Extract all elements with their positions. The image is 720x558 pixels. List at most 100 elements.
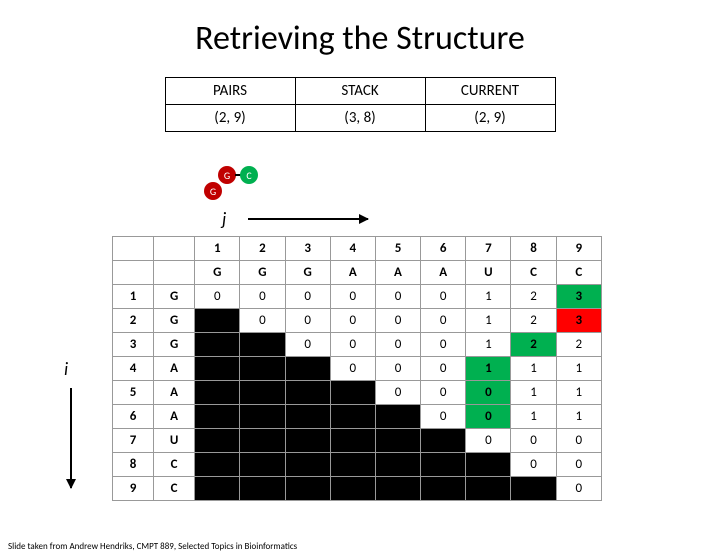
cell-4-2 (285, 381, 330, 405)
cell-1-6: 1 (466, 309, 511, 333)
corner (113, 261, 154, 285)
row-num-3: 4 (113, 357, 154, 381)
col-num-1: 2 (240, 237, 285, 261)
cell-3-1 (240, 357, 285, 381)
cell-5-0 (195, 405, 240, 429)
cell-5-2 (285, 405, 330, 429)
cell-5-1 (240, 405, 285, 429)
col-num-3: 4 (330, 237, 375, 261)
cell-7-3 (330, 453, 375, 477)
col-num-4: 5 (375, 237, 420, 261)
cell-1-3: 0 (330, 309, 375, 333)
cell-6-2 (285, 429, 330, 453)
cell-2-3: 0 (330, 333, 375, 357)
cell-3-4: 0 (375, 357, 420, 381)
col-num-6: 7 (466, 237, 511, 261)
cell-1-5: 0 (421, 309, 466, 333)
cell-0-4: 0 (375, 285, 420, 309)
row-num-6: 7 (113, 429, 154, 453)
cell-3-6: 1 (466, 357, 511, 381)
cell-0-5: 0 (421, 285, 466, 309)
cell-2-8: 2 (556, 333, 601, 357)
cell-6-7: 0 (511, 429, 556, 453)
row-let-3: A (154, 357, 195, 381)
col-let-5: A (421, 261, 466, 285)
cell-1-4: 0 (375, 309, 420, 333)
axis-i-label: i (64, 358, 68, 380)
row-let-0: G (154, 285, 195, 309)
slide-title: Retrieving the Structure (0, 18, 720, 59)
row-let-4: A (154, 381, 195, 405)
cell-7-4 (375, 453, 420, 477)
state-value-pairs: (2, 9) (165, 105, 295, 132)
cell-2-0 (195, 333, 240, 357)
col-num-2: 3 (285, 237, 330, 261)
cell-8-3 (330, 477, 375, 501)
row-num-0: 1 (113, 285, 154, 309)
cell-6-0 (195, 429, 240, 453)
state-value-stack: (3, 8) (295, 105, 425, 132)
cell-8-8: 0 (556, 477, 601, 501)
row-let-1: G (154, 309, 195, 333)
state-header-stack: STACK (295, 78, 425, 105)
cell-7-7: 0 (511, 453, 556, 477)
col-let-7: C (511, 261, 556, 285)
col-let-4: A (375, 261, 420, 285)
cell-7-5 (421, 453, 466, 477)
cell-3-5: 0 (421, 357, 466, 381)
col-num-8: 9 (556, 237, 601, 261)
cell-0-1: 0 (240, 285, 285, 309)
cell-8-1 (240, 477, 285, 501)
cell-4-0 (195, 381, 240, 405)
state-header-current: CURRENT (425, 78, 555, 105)
col-let-2: G (285, 261, 330, 285)
cell-7-6 (466, 453, 511, 477)
col-num-0: 1 (195, 237, 240, 261)
cell-7-2 (285, 453, 330, 477)
cell-0-3: 0 (330, 285, 375, 309)
cell-8-5 (421, 477, 466, 501)
cell-2-2: 0 (285, 333, 330, 357)
cell-2-7: 2 (511, 333, 556, 357)
row-num-1: 2 (113, 309, 154, 333)
cell-4-7: 1 (511, 381, 556, 405)
cell-7-8: 0 (556, 453, 601, 477)
corner (154, 261, 195, 285)
col-let-3: A (330, 261, 375, 285)
cell-1-2: 0 (285, 309, 330, 333)
cell-6-4 (375, 429, 420, 453)
cell-4-6: 0 (466, 381, 511, 405)
cell-0-0: 0 (195, 285, 240, 309)
cell-3-3: 0 (330, 357, 375, 381)
cell-2-1 (240, 333, 285, 357)
cell-4-8: 1 (556, 381, 601, 405)
cell-6-1 (240, 429, 285, 453)
node-c: C (240, 166, 258, 184)
state-value-current: (2, 9) (425, 105, 555, 132)
cell-3-0 (195, 357, 240, 381)
corner (113, 237, 154, 261)
cell-5-3 (330, 405, 375, 429)
cell-5-6: 0 (466, 405, 511, 429)
cell-0-8: 3 (556, 285, 601, 309)
cell-0-6: 1 (466, 285, 511, 309)
axis-j-label: j (222, 208, 226, 230)
cell-1-1: 0 (240, 309, 285, 333)
arrow-right-icon (248, 218, 368, 220)
cell-5-7: 1 (511, 405, 556, 429)
cell-8-6 (466, 477, 511, 501)
dp-matrix: 123456789GGGAAAUCC1G0000001232G000001233… (112, 236, 602, 501)
col-let-8: C (556, 261, 601, 285)
row-num-2: 3 (113, 333, 154, 357)
cell-1-8: 3 (556, 309, 601, 333)
cell-1-7: 2 (511, 309, 556, 333)
row-let-7: C (154, 453, 195, 477)
node-g1: G (218, 166, 236, 184)
row-num-8: 9 (113, 477, 154, 501)
cell-4-4: 0 (375, 381, 420, 405)
state-header-pairs: PAIRS (165, 78, 295, 105)
cell-6-3 (330, 429, 375, 453)
cell-6-6: 0 (466, 429, 511, 453)
cell-3-8: 1 (556, 357, 601, 381)
slide-credit: Slide taken from Andrew Hendriks, CMPT 8… (8, 541, 297, 552)
